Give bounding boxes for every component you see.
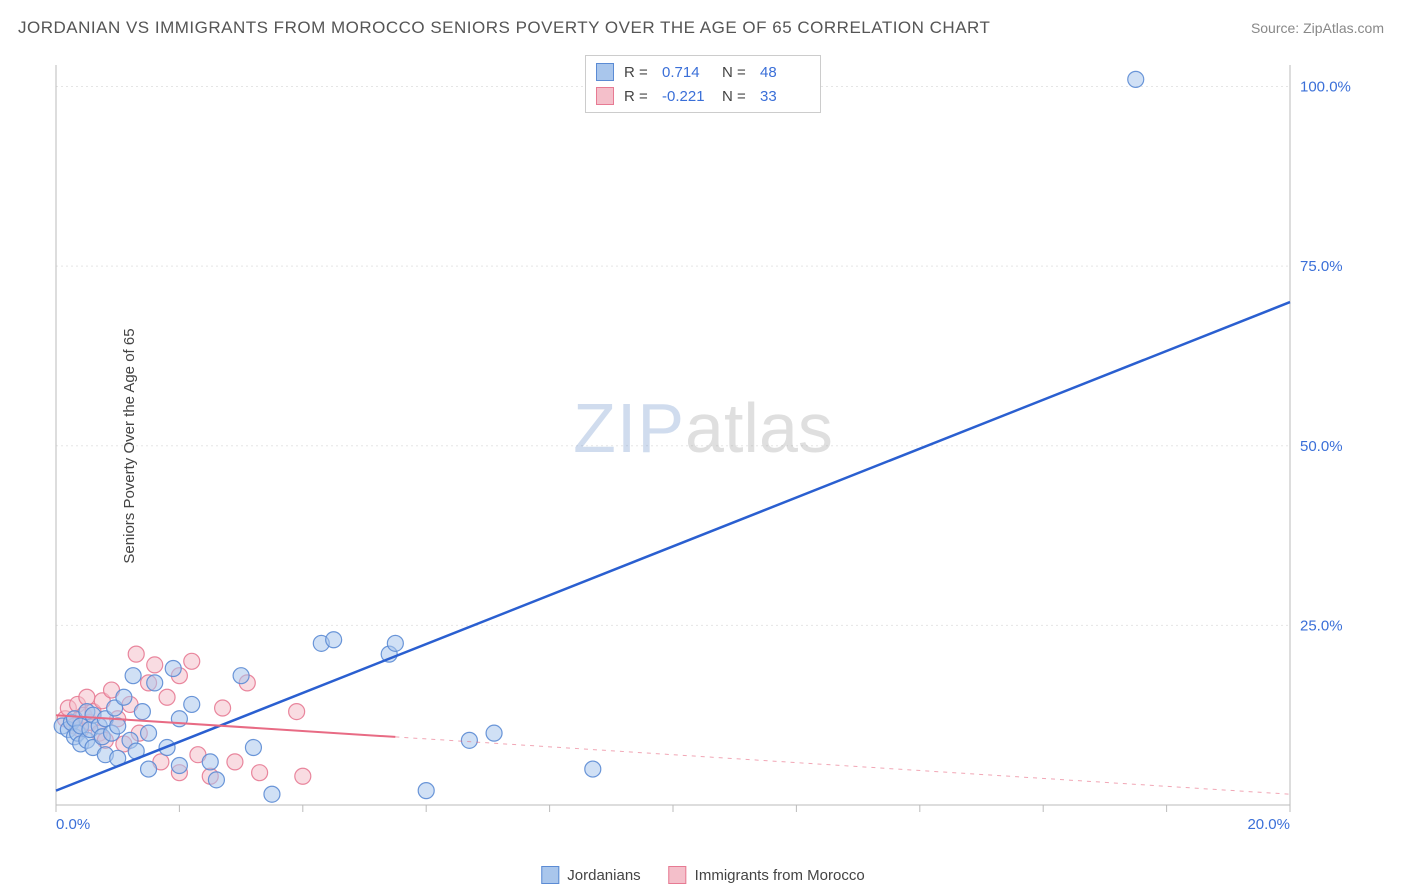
source-attribution: Source: ZipAtlas.com xyxy=(1251,20,1384,36)
r-label: R = xyxy=(624,88,652,105)
legend-label: Immigrants from Morocco xyxy=(695,867,865,884)
r-value: -0.221 xyxy=(662,88,712,105)
swatch-icon xyxy=(596,87,614,105)
legend-item: Immigrants from Morocco xyxy=(669,866,865,884)
svg-text:100.0%: 100.0% xyxy=(1300,79,1351,96)
n-value: 33 xyxy=(760,88,810,105)
legend-label: Jordanians xyxy=(567,867,640,884)
svg-text:20.0%: 20.0% xyxy=(1247,816,1290,833)
n-label: N = xyxy=(722,88,750,105)
source-label: Source: xyxy=(1251,20,1299,36)
scatter-plot: 25.0% 50.0% 75.0% 100.0% 0.0% 20.0% xyxy=(50,45,1370,845)
r-value: 0.714 xyxy=(662,64,712,81)
svg-text:75.0%: 75.0% xyxy=(1300,258,1343,275)
series-legend: Jordanians Immigrants from Morocco xyxy=(541,866,864,884)
legend-row: R = -0.221 N = 33 xyxy=(596,84,810,108)
svg-text:0.0%: 0.0% xyxy=(56,816,90,833)
swatch-icon xyxy=(669,866,687,884)
correlation-legend: R = 0.714 N = 48 R = -0.221 N = 33 xyxy=(585,55,821,113)
svg-text:25.0%: 25.0% xyxy=(1300,617,1343,634)
n-label: N = xyxy=(722,64,750,81)
legend-item: Jordanians xyxy=(541,866,640,884)
legend-row: R = 0.714 N = 48 xyxy=(596,60,810,84)
chart-title: JORDANIAN VS IMMIGRANTS FROM MOROCCO SEN… xyxy=(18,18,990,38)
svg-text:50.0%: 50.0% xyxy=(1300,438,1343,455)
swatch-icon xyxy=(541,866,559,884)
source-value: ZipAtlas.com xyxy=(1303,20,1384,36)
n-value: 48 xyxy=(760,64,810,81)
r-label: R = xyxy=(624,64,652,81)
swatch-icon xyxy=(596,63,614,81)
